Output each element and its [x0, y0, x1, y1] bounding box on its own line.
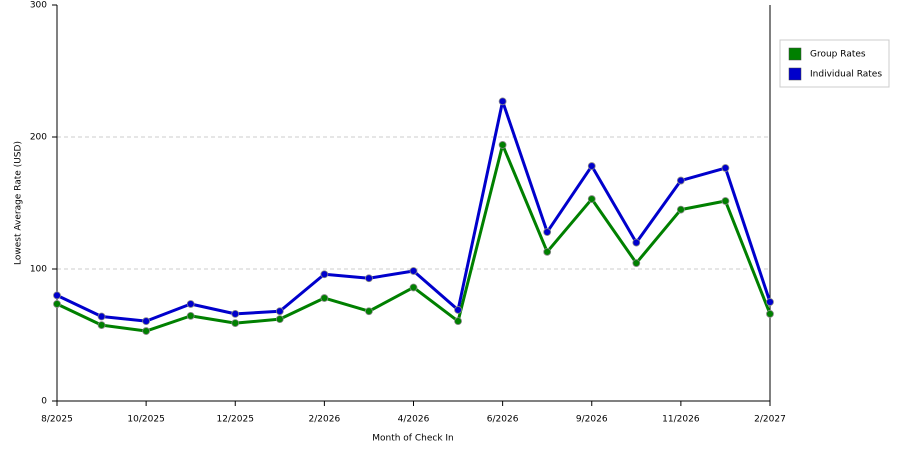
data-point [454, 317, 462, 326]
x-tick-label: 10/2025 [127, 415, 164, 425]
x-tick-label: 6/2026 [487, 415, 519, 425]
data-point [766, 309, 774, 318]
data-point [231, 309, 240, 318]
data-point [587, 195, 596, 203]
data-point [676, 205, 685, 214]
data-point [320, 294, 329, 302]
data-point [721, 164, 730, 172]
data-point [320, 270, 329, 279]
data-point [766, 298, 774, 306]
x-tick-label: 11/2026 [662, 415, 700, 425]
data-point [365, 307, 373, 316]
data-point [97, 312, 106, 321]
data-point [186, 300, 195, 308]
data-point [142, 317, 151, 326]
y-tick-label: 200 [30, 133, 47, 143]
series-line [56, 143, 772, 333]
data-point [632, 259, 641, 267]
data-point [721, 197, 730, 205]
data-point [186, 311, 195, 320]
data-point [543, 228, 552, 236]
data-point [676, 176, 685, 185]
data-point [543, 247, 552, 256]
data-point [53, 291, 61, 300]
data-point [498, 141, 507, 149]
data-point [142, 327, 151, 335]
data-point [409, 283, 418, 292]
data-point [587, 162, 596, 170]
data-point [409, 267, 418, 275]
data-point [53, 300, 61, 308]
data-point [97, 321, 106, 330]
x-tick-label: 9/2026 [576, 415, 608, 425]
legend-swatch [788, 47, 802, 61]
y-tick-label: 100 [30, 265, 47, 275]
data-point [275, 307, 284, 316]
y-tick-label: 0 [41, 397, 47, 407]
legend-label: Individual Rates [810, 70, 882, 80]
data-point [454, 306, 462, 314]
data-point [275, 315, 284, 324]
legend-label: Group Rates [810, 50, 866, 60]
x-tick-label: 4/2026 [398, 415, 430, 425]
x-tick-label: 12/2025 [217, 415, 254, 425]
x-tick-label: 8/2025 [41, 415, 73, 425]
data-point [632, 238, 641, 247]
x-tick-label: 2/2026 [309, 415, 341, 425]
y-tick-label: 300 [30, 1, 47, 11]
data-point [365, 274, 373, 283]
data-point [498, 97, 507, 106]
y-axis-label: Lowest Average Rate (USD) [14, 141, 24, 265]
x-axis-label: Month of Check In [372, 434, 454, 444]
data-point [231, 319, 240, 328]
x-tick-label: 2/2027 [754, 415, 786, 425]
legend-swatch [788, 67, 802, 81]
